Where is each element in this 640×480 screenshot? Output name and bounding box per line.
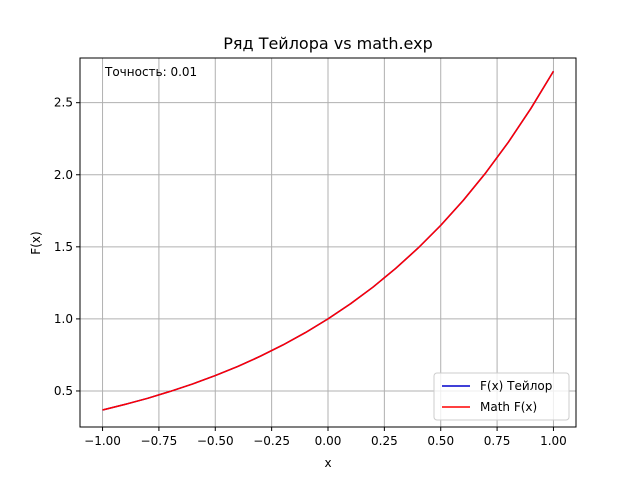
series-lines <box>102 70 555 411</box>
x-tick-label: −0.50 <box>197 434 234 448</box>
y-axis-label: F(x) <box>29 231 43 254</box>
legend-label-taylor: F(x) Тейлор <box>480 379 552 393</box>
x-tick-label: −0.75 <box>141 434 178 448</box>
x-tick-label: 0.50 <box>427 434 454 448</box>
y-axis: 0.5 1.0 1.5 2.0 2.5 <box>54 96 80 398</box>
x-axis-label: x <box>324 456 331 470</box>
y-tick-label: 1.5 <box>54 240 73 254</box>
legend: F(x) Тейлор Math F(x) <box>433 372 570 421</box>
y-tick-label: 2.0 <box>54 168 73 182</box>
series-line-math <box>102 70 555 411</box>
x-tick-label: 0.00 <box>315 434 342 448</box>
y-tick-label: 0.5 <box>54 384 73 398</box>
legend-box <box>433 372 570 421</box>
x-tick-label: 0.75 <box>484 434 511 448</box>
legend-label-math: Math F(x) <box>480 400 537 414</box>
chart-title: Ряд Тейлора vs math.exp <box>223 34 432 53</box>
accuracy-annotation: Точность: 0.01 <box>104 65 197 79</box>
x-tick-label: −1.00 <box>84 434 121 448</box>
x-tick-label: 0.25 <box>371 434 398 448</box>
x-tick-label: −0.25 <box>253 434 290 448</box>
y-tick-label: 1.0 <box>54 312 73 326</box>
y-tick-label: 2.5 <box>54 96 73 110</box>
x-tick-label: 1.00 <box>540 434 567 448</box>
x-axis: −1.00 −0.75 −0.50 −0.25 0.00 0.25 0.50 0.75 1.00 <box>84 427 567 448</box>
